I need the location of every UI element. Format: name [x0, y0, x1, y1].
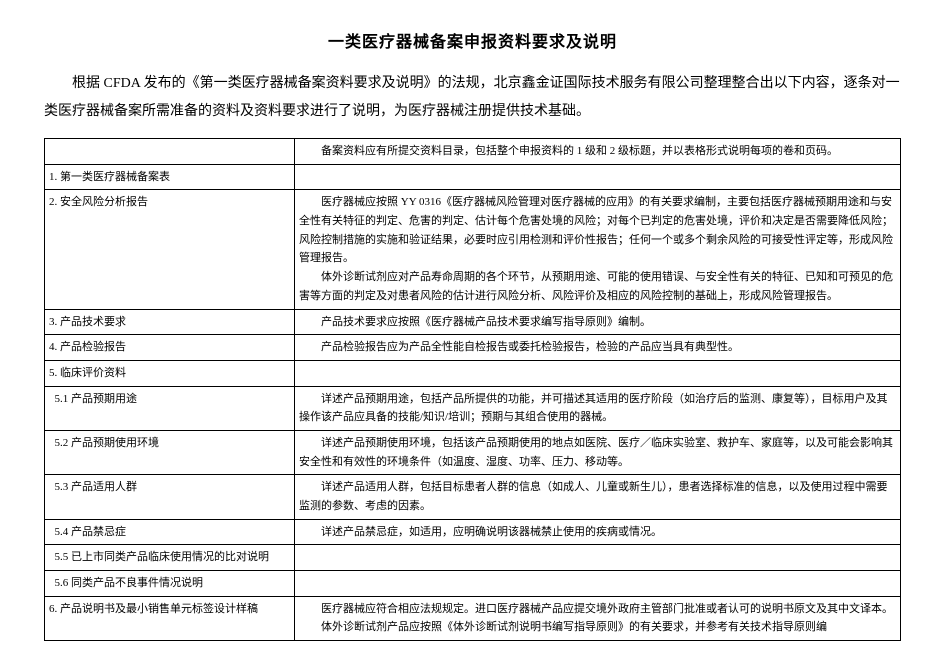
row-label: 4. 产品检验报告: [45, 335, 295, 361]
row-content-para: 医疗器械应符合相应法规规定。进口医疗器械产品应提交境外政府主管部门批准或者认可的…: [299, 600, 894, 619]
row-content-para: 体外诊断试剂应对产品寿命周期的各个环节，从预期用途、可能的使用错误、与安全性有关…: [299, 268, 894, 305]
doc-title: 一类医疗器械备案申报资料要求及说明: [44, 28, 901, 52]
row-label: 5.2 产品预期使用环境: [45, 430, 295, 474]
row-content: 产品技术要求应按照《医疗器械产品技术要求编写指导原则》编制。: [295, 309, 901, 335]
row-content: 详述产品禁忌症，如适用，应明确说明该器械禁止使用的疾病或情况。: [295, 519, 901, 545]
table-row: 5.6 同类产品不良事件情况说明: [45, 571, 901, 597]
row-label: 5.5 已上市同类产品临床使用情况的比对说明: [45, 545, 295, 571]
table-row: 备案资料应有所提交资料目录，包括整个申报资料的 1 级和 2 级标题，并以表格形…: [45, 139, 901, 165]
table-row: 5.4 产品禁忌症详述产品禁忌症，如适用，应明确说明该器械禁止使用的疾病或情况。: [45, 519, 901, 545]
row-content: 详述产品适用人群，包括目标患者人群的信息（如成人、儿童或新生儿），患者选择标准的…: [295, 475, 901, 519]
doc-intro: 根据 CFDA 发布的《第一类医疗器械备案资料要求及说明》的法规，北京鑫金证国际…: [44, 70, 901, 126]
row-content-text: 详述产品预期使用环境，包括该产品预期使用的地点如医院、医疗／临床实验室、救护车、…: [299, 434, 894, 471]
row-content-text: 备案资料应有所提交资料目录，包括整个申报资料的 1 级和 2 级标题，并以表格形…: [299, 142, 894, 161]
row-label: 5.4 产品禁忌症: [45, 519, 295, 545]
row-content: 医疗器械应按照 YY 0316《医疗器械风险管理对医疗器械的应用》的有关要求编制…: [295, 190, 901, 309]
row-label: 5.6 同类产品不良事件情况说明: [45, 571, 295, 597]
table-row: 5.1 产品预期用途详述产品预期用途，包括产品所提供的功能，并可描述其适用的医疗…: [45, 386, 901, 430]
row-content: 详述产品预期用途，包括产品所提供的功能，并可描述其适用的医疗阶段（如治疗后的监测…: [295, 386, 901, 430]
row-content: [295, 164, 901, 190]
row-label: 2. 安全风险分析报告: [45, 190, 295, 309]
table-row: 5. 临床评价资料: [45, 360, 901, 386]
table-row: 5.5 已上市同类产品临床使用情况的比对说明: [45, 545, 901, 571]
table-row: 1. 第一类医疗器械备案表: [45, 164, 901, 190]
row-label: 5. 临床评价资料: [45, 360, 295, 386]
row-content: 医疗器械应符合相应法规规定。进口医疗器械产品应提交境外政府主管部门批准或者认可的…: [295, 596, 901, 640]
table-row: 5.2 产品预期使用环境详述产品预期使用环境，包括该产品预期使用的地点如医院、医…: [45, 430, 901, 474]
table-row: 4. 产品检验报告产品检验报告应为产品全性能自检报告或委托检验报告，检验的产品应…: [45, 335, 901, 361]
row-content-text: 产品技术要求应按照《医疗器械产品技术要求编写指导原则》编制。: [299, 313, 894, 332]
row-label: 1. 第一类医疗器械备案表: [45, 164, 295, 190]
row-content-text: 详述产品预期用途，包括产品所提供的功能，并可描述其适用的医疗阶段（如治疗后的监测…: [299, 390, 894, 427]
table-row: 2. 安全风险分析报告医疗器械应按照 YY 0316《医疗器械风险管理对医疗器械…: [45, 190, 901, 309]
table-row: 6. 产品说明书及最小销售单元标签设计样稿医疗器械应符合相应法规规定。进口医疗器…: [45, 596, 901, 640]
row-content: 详述产品预期使用环境，包括该产品预期使用的地点如医院、医疗／临床实验室、救护车、…: [295, 430, 901, 474]
row-content: 备案资料应有所提交资料目录，包括整个申报资料的 1 级和 2 级标题，并以表格形…: [295, 139, 901, 165]
row-content-para: 医疗器械应按照 YY 0316《医疗器械风险管理对医疗器械的应用》的有关要求编制…: [299, 193, 894, 268]
row-label: 3. 产品技术要求: [45, 309, 295, 335]
table-row: 3. 产品技术要求产品技术要求应按照《医疗器械产品技术要求编写指导原则》编制。: [45, 309, 901, 335]
row-label: 5.3 产品适用人群: [45, 475, 295, 519]
row-content-text: 详述产品禁忌症，如适用，应明确说明该器械禁止使用的疾病或情况。: [299, 523, 894, 542]
row-label: 5.1 产品预期用途: [45, 386, 295, 430]
row-content-text: 详述产品适用人群，包括目标患者人群的信息（如成人、儿童或新生儿），患者选择标准的…: [299, 478, 894, 515]
row-content-text: 产品检验报告应为产品全性能自检报告或委托检验报告，检验的产品应当具有典型性。: [299, 338, 894, 357]
row-label: 6. 产品说明书及最小销售单元标签设计样稿: [45, 596, 295, 640]
requirements-table: 备案资料应有所提交资料目录，包括整个申报资料的 1 级和 2 级标题，并以表格形…: [44, 138, 901, 641]
row-content: [295, 545, 901, 571]
row-content: 产品检验报告应为产品全性能自检报告或委托检验报告，检验的产品应当具有典型性。: [295, 335, 901, 361]
row-label: [45, 139, 295, 165]
row-content-para: 体外诊断试剂产品应按照《体外诊断试剂说明书编写指导原则》的有关要求，并参考有关技…: [299, 618, 894, 637]
row-content: [295, 571, 901, 597]
row-content: [295, 360, 901, 386]
table-row: 5.3 产品适用人群详述产品适用人群，包括目标患者人群的信息（如成人、儿童或新生…: [45, 475, 901, 519]
